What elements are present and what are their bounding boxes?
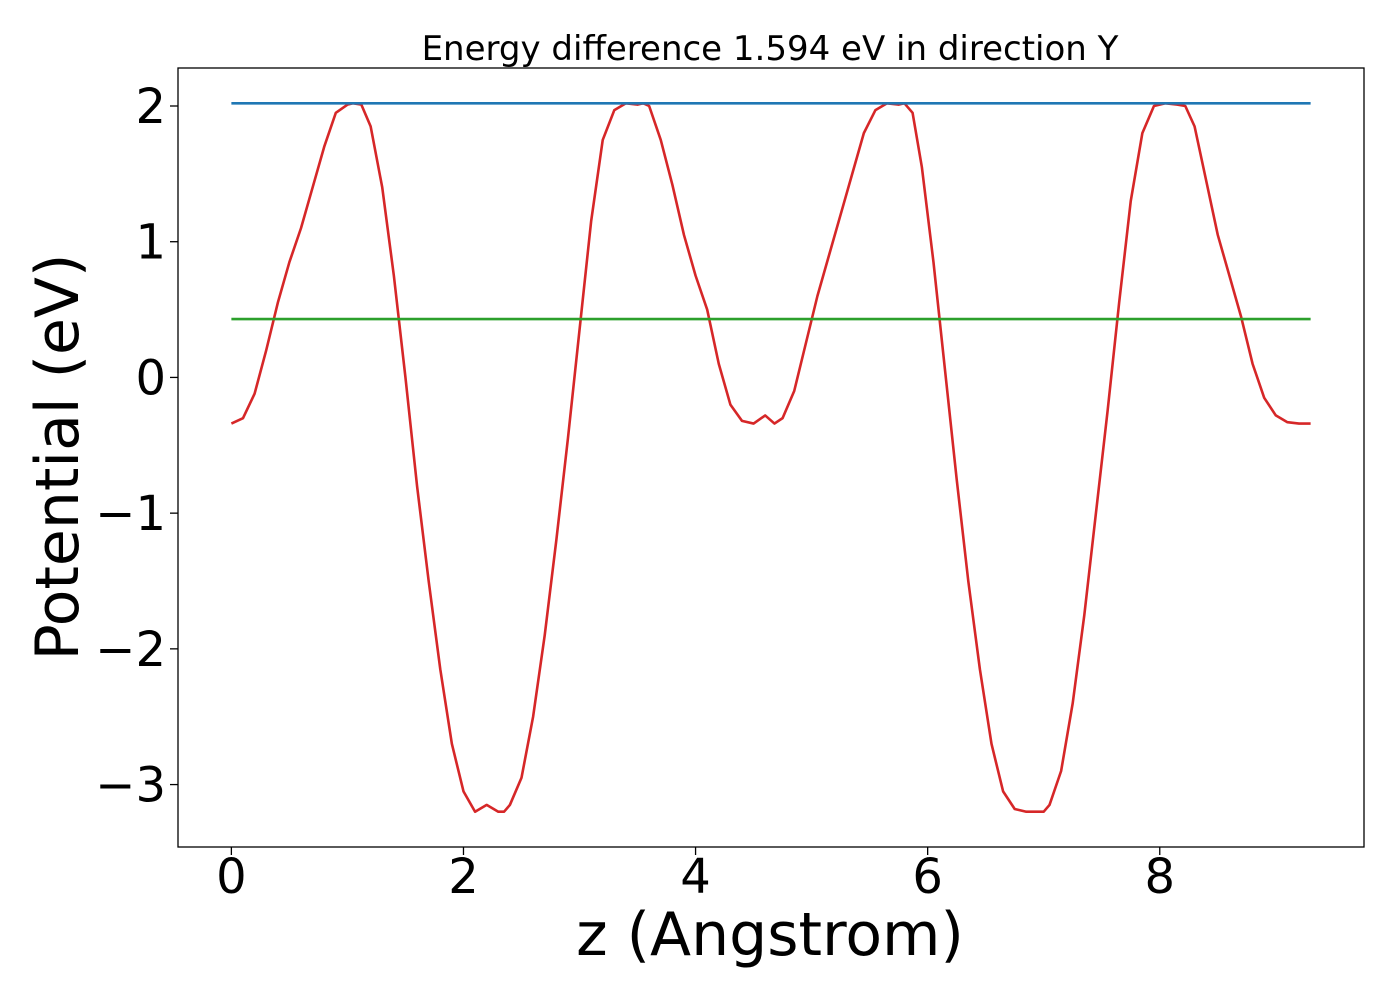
x-axis-label: z (Angstrom) (576, 900, 964, 970)
y-tick-label: 2 (135, 79, 166, 135)
plot-frame (177, 67, 1365, 848)
series-layer (230, 101, 1311, 814)
x-axis: 0 2 4 6 8 (216, 847, 1175, 905)
y-tick-label: −3 (95, 758, 166, 814)
x-tick-label: 4 (680, 849, 711, 905)
y-tick-label: −1 (95, 486, 166, 542)
x-tick-label: 2 (448, 849, 479, 905)
y-tick-label: 1 (135, 215, 166, 271)
x-tick-label: 0 (216, 849, 247, 905)
y-axis-label: Potential (eV) (23, 254, 93, 661)
y-tick-label: 0 (135, 350, 166, 406)
x-tick-label: 8 (1144, 849, 1175, 905)
chart-title: Energy difference 1.594 eV in direction … (422, 29, 1119, 69)
y-axis: 2 1 0 −1 −2 −3 (95, 79, 178, 814)
x-tick-label: 6 (912, 849, 943, 905)
series-line-0 (230, 101, 1311, 814)
y-tick-label: −2 (95, 622, 166, 678)
